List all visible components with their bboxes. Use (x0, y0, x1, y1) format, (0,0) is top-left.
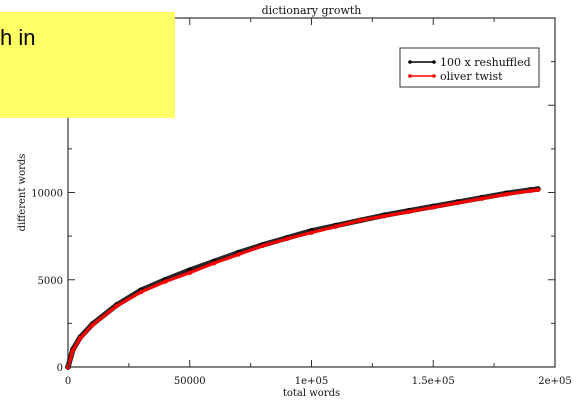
series-1-point (528, 188, 533, 194)
x-tick-label: 50000 (174, 376, 206, 387)
series-1-point (236, 252, 241, 257)
series-1-point (114, 303, 119, 309)
legend-label-0: 100 x reshuffled (440, 56, 531, 69)
series-1-point (138, 289, 144, 295)
series-1-point (211, 260, 217, 266)
legend-marker-end-0 (432, 60, 436, 64)
legend-box (399, 47, 540, 88)
legend-marker-end-1 (432, 74, 436, 78)
series-1-point (406, 209, 412, 214)
series-1-point (90, 322, 95, 328)
series-1-point (503, 191, 509, 197)
series-1-point (430, 205, 436, 210)
y-axis-label: different words (17, 154, 28, 232)
callout-text: h in (0, 25, 36, 50)
series-1-point (284, 236, 290, 242)
series-1-point (479, 196, 485, 201)
legend-label-1: oliver twist (440, 70, 503, 83)
y-tick-label: 5000 (38, 276, 63, 287)
series-1-point (70, 348, 76, 353)
series-1-point (382, 213, 387, 219)
series-1-point (333, 224, 339, 229)
series-1-point (455, 200, 460, 206)
x-tick-label: 0 (65, 376, 71, 387)
series-1-point (163, 279, 168, 284)
series-1-point (535, 187, 541, 193)
series-layer (65, 186, 541, 370)
series-1-point (357, 218, 363, 223)
legend-marker-start-0 (408, 60, 412, 64)
y-tick-label: 0 (57, 363, 63, 374)
y-tick-label: 10000 (31, 189, 63, 200)
series-1-point (77, 335, 83, 341)
series-1-point (309, 230, 314, 235)
callout-box: h in (0, 12, 175, 118)
series-1-point (260, 243, 266, 249)
series-1-point (187, 270, 193, 276)
chart-title: dictionary growth (262, 4, 362, 17)
x-tick-label: 2e+05 (538, 376, 571, 387)
x-tick-label: 1.5e+05 (412, 376, 455, 387)
x-axis-label: total words (283, 388, 340, 399)
x-tick-label: 1e+05 (295, 376, 328, 387)
legend-marker-start-1 (408, 74, 412, 78)
